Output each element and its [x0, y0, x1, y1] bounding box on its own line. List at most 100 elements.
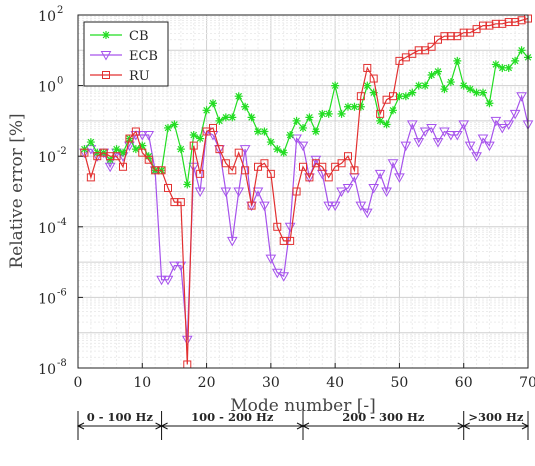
- data-point-cb: [356, 102, 365, 111]
- data-point-cb: [164, 123, 172, 132]
- data-point-ru: [344, 152, 352, 161]
- y-tick-label: 10: [38, 221, 56, 237]
- data-point-ecb: [394, 173, 405, 183]
- y-tick-label: 10: [38, 150, 56, 166]
- data-point-ecb: [156, 275, 167, 286]
- data-point-cb: [170, 120, 179, 129]
- data-point-cb: [414, 81, 423, 90]
- data-point-ru: [86, 173, 95, 182]
- frequency-bands: 0 - 100 Hz 100 - 200 Hz 200 - 300 Hz >300 H…: [76, 410, 530, 440]
- data-point-cb: [504, 63, 513, 72]
- data-point-ru: [221, 159, 230, 168]
- data-point-cb: [446, 78, 455, 87]
- data-point-ru: [176, 198, 185, 207]
- band-label: 100 - 200 Hz: [191, 410, 274, 424]
- data-point-cb: [176, 145, 185, 154]
- series-ru: [80, 14, 532, 369]
- data-point-cb: [459, 81, 468, 90]
- data-point-ru: [337, 159, 346, 168]
- data-point-cb: [209, 99, 217, 108]
- data-point-ecb: [490, 116, 502, 127]
- legend-items: CB ECB RU: [90, 29, 158, 84]
- data-point-cb: [286, 131, 295, 140]
- y-tick-label: 10: [38, 362, 56, 378]
- data-point-cb: [266, 138, 275, 147]
- data-point-cb: [472, 88, 481, 97]
- data-point-cb: [318, 109, 327, 118]
- data-point-ru: [485, 21, 494, 30]
- data-point-cb: [189, 131, 198, 140]
- legend-label-ru: RU: [129, 69, 150, 84]
- data-point-cb: [311, 127, 320, 136]
- data-point-ru: [292, 187, 301, 196]
- data-point-ecb: [291, 134, 302, 145]
- data-point-ru: [517, 16, 526, 25]
- data-point-ru: [389, 92, 397, 101]
- data-point-ru: [241, 166, 250, 175]
- data-point-ecb: [419, 127, 431, 138]
- data-point-cb: [131, 145, 140, 154]
- data-point-ecb: [484, 141, 495, 152]
- data-point-ecb: [387, 159, 399, 169]
- data-point-ecb: [278, 272, 290, 282]
- data-point-ecb: [477, 134, 489, 145]
- y-tick-label: 10: [38, 80, 56, 96]
- data-point-cb: [408, 88, 417, 97]
- data-point-ru: [151, 166, 160, 175]
- data-point-ru: [131, 127, 140, 136]
- data-point-cb: [279, 148, 288, 157]
- band-arrow-left: [160, 422, 168, 430]
- data-point-cb: [241, 102, 250, 111]
- data-point-cb: [421, 81, 430, 90]
- data-point-cb: [215, 116, 224, 125]
- y-tick-label: 10: [38, 291, 56, 307]
- data-point-cb: [453, 56, 462, 65]
- data-point-ecb: [329, 201, 341, 212]
- data-point-cb: [234, 92, 243, 101]
- legend-marker-ecb: [100, 51, 112, 61]
- data-point-ru: [356, 92, 365, 101]
- data-point-cb: [434, 67, 442, 76]
- data-point-cb: [305, 113, 314, 122]
- data-point-cb: [254, 127, 262, 136]
- data-point-ru: [170, 198, 179, 207]
- data-point-cb: [331, 81, 340, 90]
- y-axis-title: Relative error [%]: [7, 113, 27, 268]
- data-point-ru: [125, 134, 134, 143]
- data-point-ecb: [374, 169, 386, 180]
- data-point-cb: [440, 85, 449, 94]
- y-tick-exponent: -6: [57, 287, 67, 298]
- data-point-cb: [324, 109, 333, 118]
- data-point-cb: [119, 148, 127, 157]
- data-point-cb: [376, 116, 385, 125]
- data-point-ecb: [471, 152, 482, 162]
- data-point-cb: [344, 102, 352, 111]
- data-point-ecb: [143, 131, 155, 141]
- series-line-ecb: [84, 94, 529, 340]
- data-point-ru: [119, 162, 127, 171]
- data-point-ecb: [297, 141, 309, 152]
- data-point-ru: [106, 152, 115, 161]
- data-point-ecb: [451, 131, 463, 141]
- data-point-ru: [112, 152, 121, 161]
- data-point-cb: [466, 85, 475, 94]
- data-point-cb: [389, 106, 397, 115]
- data-point-ru: [318, 162, 327, 171]
- data-point-ru: [299, 162, 307, 171]
- data-point-cb: [221, 113, 230, 122]
- band-arrow-left: [301, 422, 310, 430]
- data-point-ecb: [162, 275, 174, 286]
- data-point-ru: [427, 42, 436, 51]
- data-point-cb: [511, 56, 520, 65]
- data-point-ecb: [342, 183, 354, 194]
- data-point-cb: [479, 88, 487, 97]
- data-point-cb: [247, 113, 256, 122]
- data-point-ru: [266, 169, 275, 178]
- x-tick-label: 30: [262, 375, 280, 391]
- data-point-ecb: [413, 138, 425, 148]
- data-point-ru: [363, 63, 372, 72]
- data-point-ecb: [169, 261, 180, 272]
- legend: CB ECB RU: [83, 21, 169, 87]
